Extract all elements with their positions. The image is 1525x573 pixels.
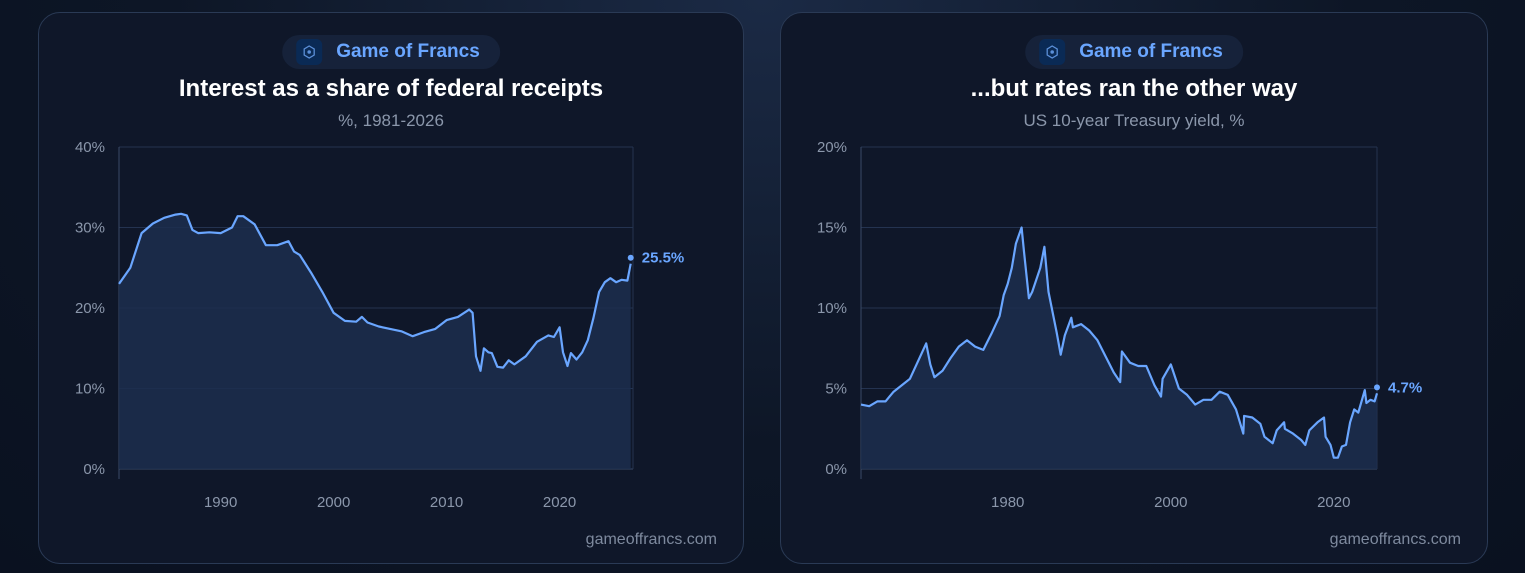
x-tick-label: 2000 <box>317 494 350 511</box>
game-of-francs-logo-icon <box>1039 39 1066 65</box>
x-tick-label: 2010 <box>430 494 463 511</box>
y-tick-label: 40% <box>75 139 105 156</box>
x-tick-label: 1980 <box>991 494 1024 511</box>
x-tick-label: 2000 <box>1154 494 1187 511</box>
y-tick-label: 10% <box>817 300 847 317</box>
source-footer[interactable]: gameoffrancs.com <box>585 531 717 548</box>
series-area <box>861 227 1377 469</box>
y-tick-label: 20% <box>817 139 847 156</box>
y-tick-label: 20% <box>75 300 105 317</box>
chart-subtitle: US 10-year Treasury yield, % <box>1023 111 1245 130</box>
brand-badge[interactable]: Game of Francs <box>282 35 500 69</box>
y-tick-label: 0% <box>83 461 105 478</box>
chart-card-interest-share: Game of Francs Interest as a share of fe… <box>38 12 744 564</box>
y-tick-label: 0% <box>825 461 847 478</box>
x-tick-label: 2020 <box>1317 494 1350 511</box>
x-tick-label: 2020 <box>543 494 576 511</box>
y-tick-label: 15% <box>817 220 847 237</box>
series-area <box>119 213 631 469</box>
y-tick-label: 5% <box>825 381 847 398</box>
game-of-francs-logo-icon <box>296 39 323 65</box>
chart-subtitle: %, 1981-2026 <box>338 111 444 130</box>
x-tick-label: 1990 <box>204 494 237 511</box>
end-value-label: 25.5% <box>642 250 685 267</box>
series-line <box>118 212 632 372</box>
end-point-marker <box>1374 384 1380 391</box>
end-value-label: 4.7% <box>1388 379 1422 396</box>
plot-area: 0% 5% 10% 15% 20% 1980 2000 2020 4.7% <box>817 139 1422 511</box>
brand-name: Game of Francs <box>1079 41 1223 62</box>
plot-area: 0% 10% 20% 30% 40% 1990 2000 2010 2020 25.5% <box>75 139 685 511</box>
end-point-marker <box>627 254 634 261</box>
series-line <box>860 226 1379 459</box>
y-tick-label: 30% <box>75 220 105 237</box>
chart-title: ...but rates ran the other way <box>970 75 1298 102</box>
chart-card-treasury-yield: Game of Francs ...but rates ran the othe… <box>780 12 1488 564</box>
brand-name: Game of Francs <box>336 41 480 62</box>
chart-title: Interest as a share of federal receipts <box>178 75 604 102</box>
y-tick-label: 10% <box>75 381 105 398</box>
brand-badge[interactable]: Game of Francs <box>1025 35 1243 69</box>
source-footer[interactable]: gameoffrancs.com <box>1329 531 1461 548</box>
